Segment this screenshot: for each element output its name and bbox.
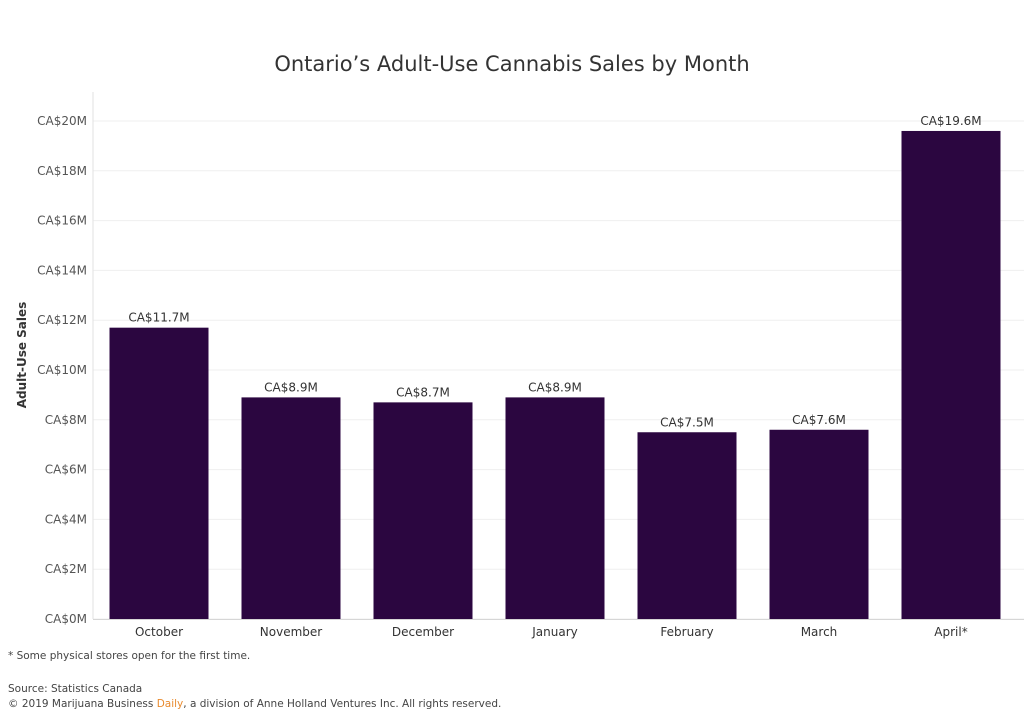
y-tick-label: CA$4M — [45, 512, 87, 526]
data-label: CA$19.6M — [920, 114, 981, 128]
y-tick-label: CA$10M — [37, 363, 87, 377]
bar — [241, 397, 341, 619]
y-axis-title: Adult-Use Sales — [15, 302, 29, 409]
y-tick-label: CA$18M — [37, 164, 87, 178]
bars — [109, 130, 1001, 619]
footnote: * Some physical stores open for the firs… — [8, 650, 251, 662]
x-tick-label: October — [135, 625, 183, 639]
y-tick-label: CA$0M — [45, 612, 87, 626]
source-note: Source: Statistics Canada — [8, 683, 143, 695]
bar — [373, 402, 473, 619]
copyright-suffix: , a division of Anne Holland Ventures In… — [183, 698, 502, 710]
x-tick-label: April* — [934, 625, 967, 639]
data-label: CA$8.9M — [264, 380, 318, 394]
data-label: CA$11.7M — [128, 311, 189, 325]
y-tick-label: CA$20M — [37, 114, 87, 128]
x-tick-label: November — [260, 625, 322, 639]
x-tick-label: February — [660, 625, 713, 639]
y-tick-label: CA$8M — [45, 413, 87, 427]
y-tick-label: CA$14M — [37, 263, 87, 277]
data-label: CA$7.6M — [792, 413, 846, 427]
copyright-note: © 2019 Marijuana Business Daily, a divis… — [8, 698, 501, 710]
copyright-brand-accent: Daily — [156, 698, 184, 710]
bar — [637, 432, 737, 619]
bar — [901, 130, 1001, 619]
data-label: CA$8.9M — [528, 380, 582, 394]
x-tick-label: December — [392, 625, 454, 639]
x-tick-label: January — [531, 625, 578, 639]
x-axis: October November December January February Ma… — [135, 625, 968, 639]
data-label: CA$7.5M — [660, 415, 714, 429]
y-axis: CA$0M CA$2M CA$4M CA$6M CA$8M CA$10M CA$12M CA$… — [37, 92, 1024, 626]
data-label: CA$8.7M — [396, 385, 450, 399]
bar — [769, 429, 869, 619]
data-labels: CA$11.7M CA$8.9M CA$8.7M CA$8.9M CA$7.5M CA$7… — [128, 114, 981, 429]
y-tick-label: CA$6M — [45, 463, 87, 477]
y-tick-label: CA$16M — [37, 214, 87, 228]
bar — [505, 397, 605, 619]
y-tick-label: CA$12M — [37, 313, 87, 327]
copyright-prefix: © 2019 Marijuana Business — [8, 698, 157, 710]
bar — [109, 327, 209, 619]
chart-title: Ontario’s Adult-Use Cannabis Sales by Mo… — [274, 52, 750, 76]
x-tick-label: March — [801, 625, 838, 639]
y-tick-label: CA$2M — [45, 562, 87, 576]
